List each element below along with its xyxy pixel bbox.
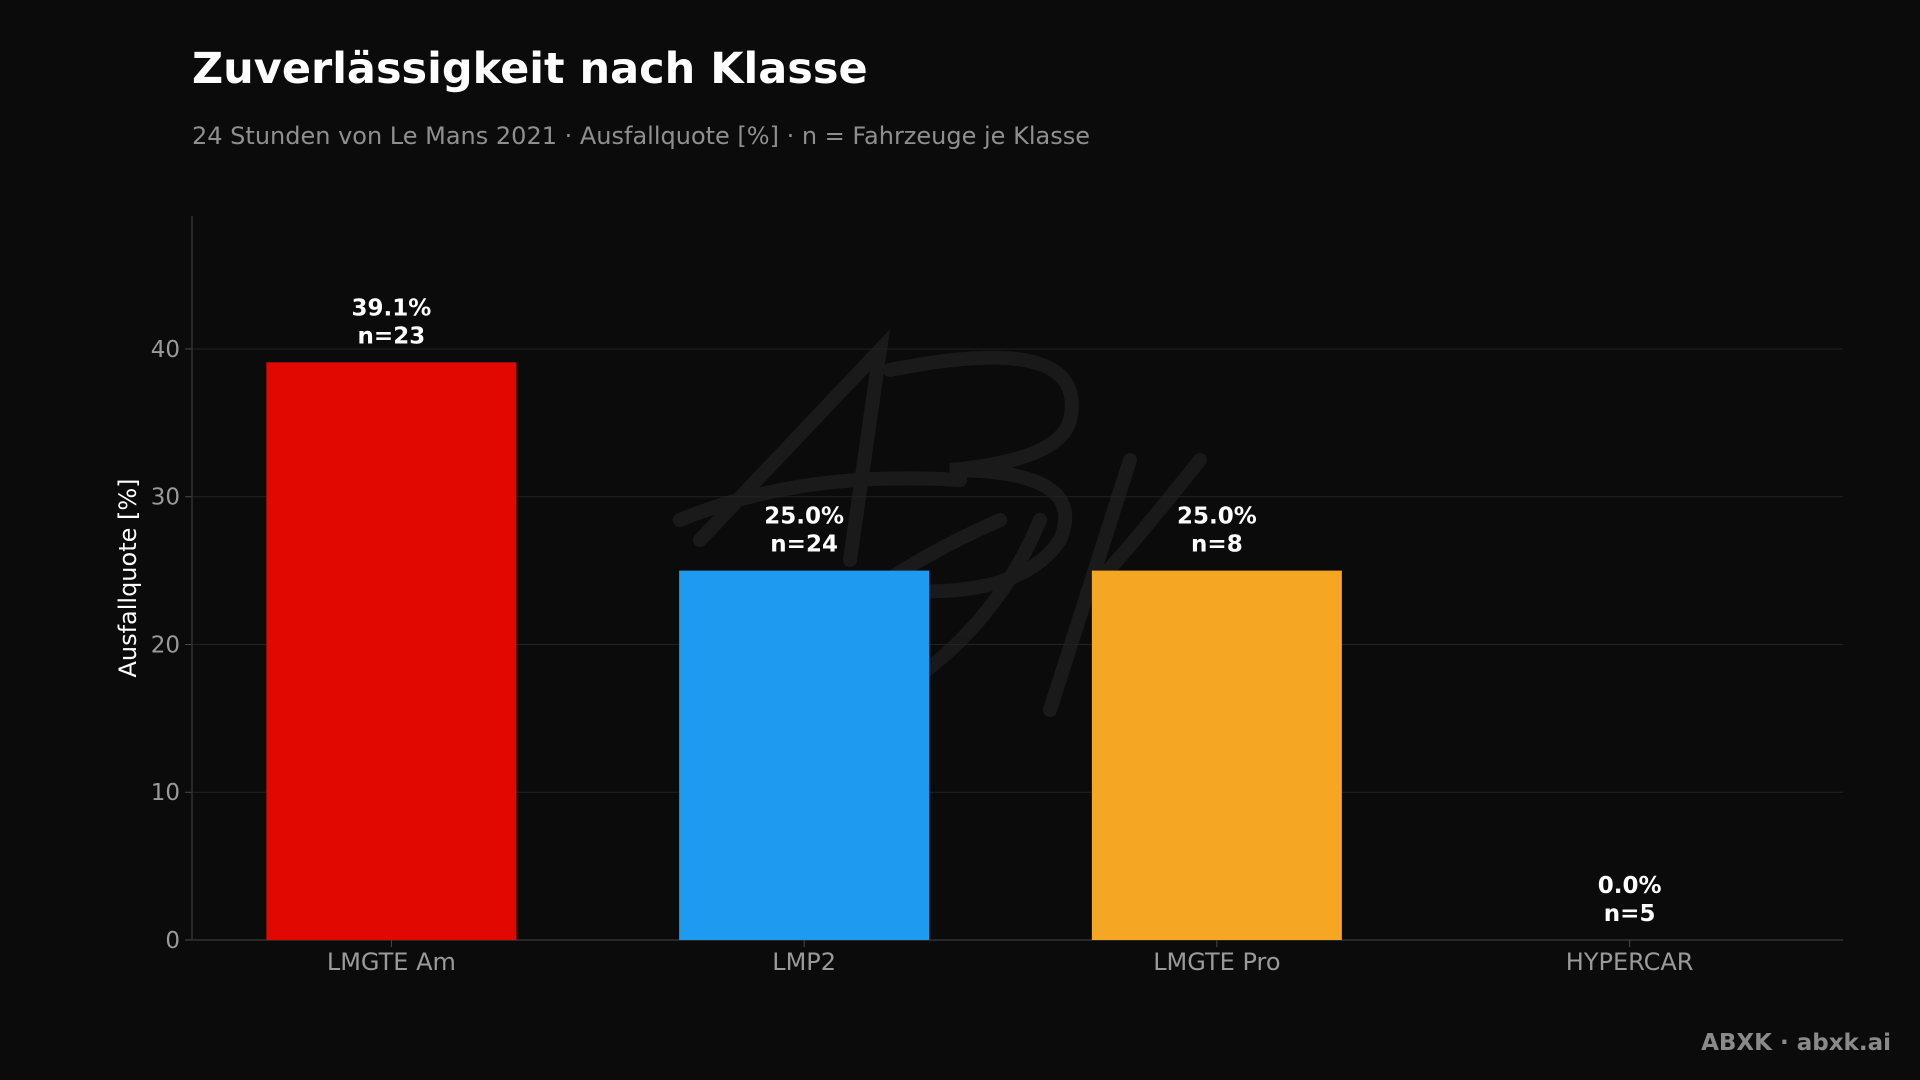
y-tick-label: 40 (151, 337, 180, 363)
x-tick-label: LMGTE Am (327, 948, 456, 976)
y-tick-label: 30 (151, 485, 180, 511)
y-axis-label: Ausfallquote [%] (114, 478, 142, 677)
bar-value-label: 25.0% (764, 504, 844, 530)
x-tick-label: LMP2 (772, 948, 836, 976)
y-tick-label: 10 (151, 780, 180, 806)
chart-title: Zuverlässigkeit nach Klasse (192, 44, 868, 94)
y-tick-label: 20 (151, 632, 180, 658)
bar-n-label: n=23 (358, 323, 426, 349)
bar (679, 570, 930, 940)
bar-value-label: 0.0% (1598, 873, 1662, 899)
bar-value-label: 25.0% (1177, 504, 1257, 530)
x-tick-label: HYPERCAR (1566, 948, 1694, 976)
bar-value-label: 39.1% (351, 295, 431, 321)
y-tick-label: 0 (165, 928, 180, 954)
bar-n-label: n=8 (1191, 532, 1243, 558)
bar-n-label: n=5 (1604, 901, 1656, 927)
bar (266, 362, 517, 940)
bar-n-label: n=24 (770, 532, 838, 558)
x-tick-label: LMGTE Pro (1153, 948, 1280, 976)
chart-subtitle: 24 Stunden von Le Mans 2021 · Ausfallquo… (192, 122, 1090, 150)
bar (1091, 570, 1342, 940)
brand-footer: ABXK · abxk.ai (1701, 1030, 1891, 1056)
